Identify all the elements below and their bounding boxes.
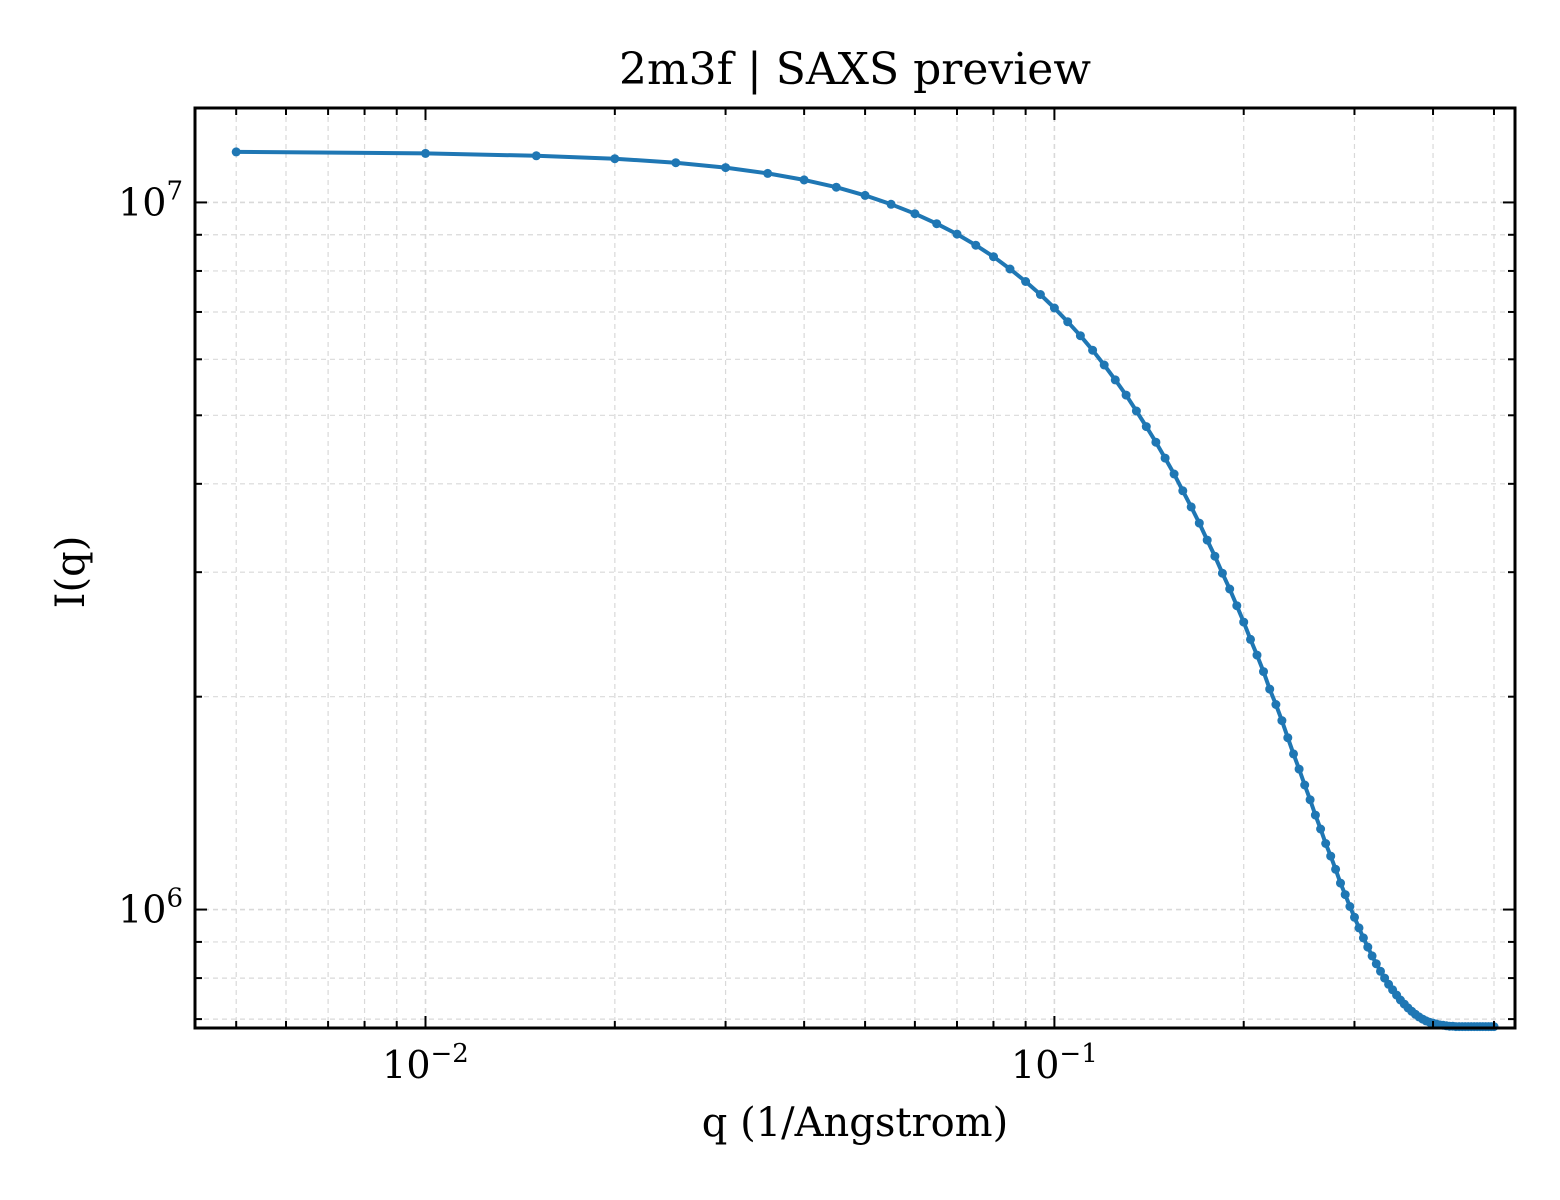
data-point [1021,277,1031,286]
data-point [1300,780,1310,790]
data-point [1283,733,1293,743]
data-point [886,199,896,209]
data-point [1005,264,1015,274]
x-tick-label: 10−2 [382,1039,469,1087]
data-point [1239,617,1249,627]
data-point [1232,601,1242,611]
data-point [1363,942,1373,952]
data-point [1186,502,1196,512]
data-point [1289,749,1298,759]
data-point [831,182,841,192]
plot-frame [193,106,1517,1030]
data-point [1151,437,1161,447]
data-point [1131,406,1141,416]
data-point [610,154,620,164]
data-point [231,147,241,157]
data-point [1110,375,1120,385]
data-point [763,168,773,178]
data-point [1336,878,1345,888]
y-tick-label: 107 [118,176,183,224]
data-point [1160,453,1170,463]
data-point [1169,469,1179,479]
data-point [860,190,870,200]
data-point [1345,902,1355,911]
data-point [952,229,962,239]
data-point [1210,551,1220,561]
data-point [1252,650,1262,660]
data-point [1358,933,1368,943]
data-point [1371,959,1381,969]
data-point [1178,486,1188,496]
chart-title: 2m3f | SAXS preview [619,44,1091,95]
y-tick-label: 106 [118,884,183,932]
data-point [721,163,731,173]
data-point [1194,518,1204,528]
tick-labels: 10−2 10−1 106 107 [118,176,1098,1087]
data-point [1277,716,1287,726]
data-point [1202,535,1212,545]
data-point [1367,951,1377,961]
data-point [1294,764,1304,774]
data-point [989,252,998,262]
y-axis-label: I(q) [48,536,94,609]
data-point [671,158,681,168]
data-point [1376,966,1385,976]
data-point [799,175,809,185]
data-point [1225,584,1235,594]
data-point [1075,331,1085,341]
data-point [1049,303,1059,313]
data-point [1354,923,1364,933]
data-point [1259,667,1268,677]
data-point [1326,851,1336,861]
data-point [1099,360,1109,370]
data-point [1305,795,1315,805]
data-point [1246,634,1255,644]
data-point [421,148,430,158]
data-point [1217,568,1227,578]
data-point [1088,345,1098,355]
data-point [1265,684,1275,694]
x-axis-label: q (1/Angstrom) [702,1100,1008,1146]
data-point [1271,700,1281,709]
data-point [932,219,942,229]
data-point [1321,839,1331,848]
data-point [1121,390,1131,400]
major-gridlines [195,108,1515,1028]
data-point [1350,912,1359,922]
data-point [1331,864,1341,874]
data-point [1316,824,1326,834]
minor-gridlines [195,108,1515,1028]
data-point [910,209,920,219]
x-tick-label: 10−1 [1011,1039,1098,1087]
data-point [531,151,541,161]
data-point [1035,290,1045,299]
data-point [1063,317,1073,327]
data-point [1310,810,1320,820]
data-point [1141,422,1151,432]
data-point [1340,890,1350,900]
data-point [971,240,981,250]
